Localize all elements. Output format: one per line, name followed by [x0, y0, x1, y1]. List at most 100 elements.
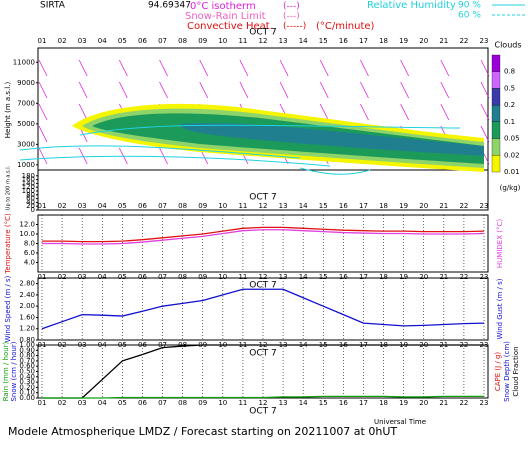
axis-label: Temperature (°C) [4, 213, 12, 275]
x-tick-label: 11 [238, 37, 247, 45]
x-tick-label: 02 [58, 399, 67, 407]
wind-arrow [319, 81, 329, 99]
series-line [42, 344, 484, 399]
y-tick-label: 2.40 [19, 291, 35, 299]
x-tick-label: 22 [459, 399, 468, 407]
frame [37, 47, 489, 211]
x-tick-label: 08 [178, 399, 187, 407]
wind-arrow [119, 59, 128, 77]
x-tick-label: 23 [480, 37, 489, 45]
colorbar-swatch [491, 88, 501, 106]
wind-arrow [239, 59, 249, 77]
y-tick-label: 5000 [17, 120, 35, 128]
y-tick-label: 0 [31, 206, 35, 214]
wind-arrow [360, 59, 369, 77]
colorbar-title: Clouds [494, 41, 521, 50]
colorbar-label: 0.8 [504, 68, 515, 76]
snow-label: Snow-Rain Limit [185, 11, 266, 22]
x-tick-label: 23 [480, 399, 489, 407]
wind-arrow [239, 81, 249, 99]
wind-arrow [38, 81, 48, 99]
x-tick-label: 17 [359, 37, 368, 45]
x-tick-label: 05 [118, 202, 127, 210]
x-tick-label: 11 [238, 202, 247, 210]
x-tick-label: 22 [459, 37, 468, 45]
y-tick-label: 2.80 [19, 280, 35, 288]
x-tick-label: 19 [399, 273, 408, 281]
x-tick-label: 12 [259, 399, 268, 407]
station: SIRTA [40, 1, 66, 11]
x-tick-label: 23 [480, 202, 489, 210]
y-tick-label: 0.60 [19, 362, 35, 370]
wind-arrow [319, 59, 329, 77]
rh90: 90 % [458, 1, 481, 11]
x-tick-label: 12 [259, 202, 268, 210]
series-line [42, 226, 485, 243]
wind-arrow [400, 59, 409, 77]
date-label: OCT 7 [249, 407, 276, 417]
axis-label: Up to 200 m a.s.l. [6, 165, 12, 210]
y-tick-label: 6.0 [24, 249, 35, 257]
colorbar-label: 0.05 [504, 135, 520, 143]
x-tick-label: 19 [399, 399, 408, 407]
wind-arrow [159, 81, 168, 99]
x-tick-label: 09 [198, 399, 207, 407]
wind-arrow [360, 103, 369, 121]
axis-label: Height (m a.s.l.) [4, 82, 12, 139]
y-tick-label: 1.00 [19, 341, 35, 349]
y-tick-label: 0.90 [19, 346, 35, 354]
x-tick-label: 01 [38, 202, 47, 210]
x-tick-label: 08 [178, 273, 187, 281]
y-tick-label: 0.00 [19, 394, 35, 402]
y-tick-label: 10.0 [19, 230, 35, 238]
wind-arrow [480, 103, 490, 121]
colorbar-label: 0.02 [504, 151, 520, 159]
rh60: 60 % [458, 11, 481, 21]
colorbar-unit: (g/kg) [500, 184, 521, 192]
axis-label: HUMIDEX (°C) [496, 219, 504, 268]
wind-arrow [78, 103, 88, 121]
x-tick-label: 07 [158, 202, 167, 210]
conv-sym: (-----) [283, 22, 306, 32]
colorbar-label: 0.2 [504, 101, 515, 109]
x-tick-label: 04 [98, 37, 107, 45]
colorbar-swatch [491, 155, 501, 173]
x-tick-label: 10 [218, 399, 227, 407]
y-tick-label: 11000 [13, 58, 35, 66]
x-tick-label: 14 [299, 37, 308, 45]
x-tick-label: 20 [419, 399, 428, 407]
x-tick-label: 02 [58, 37, 67, 45]
y-tick-label: 0.10 [19, 389, 35, 397]
wind-arrow [480, 81, 490, 99]
wind-arrow [480, 125, 490, 143]
colorbar-label: 0.5 [504, 84, 515, 92]
y-tick-label: 1000 [17, 161, 35, 169]
rh-label: Relative Humidity [367, 0, 456, 11]
y-tick-label: 0.30 [19, 378, 35, 386]
series-line [42, 229, 485, 245]
colorbar-label: 0.01 [504, 168, 520, 176]
x-tick-label: 06 [138, 202, 147, 210]
wind-arrow [440, 103, 450, 121]
x-tick-label: 18 [379, 399, 388, 407]
x-tick-label: 21 [439, 202, 448, 210]
x-tick-label: 18 [379, 273, 388, 281]
x-tick-label: 17 [359, 202, 368, 210]
x-tick-label: 07 [158, 273, 167, 281]
x-tick-label: 11 [238, 399, 247, 407]
x-tick-label: 16 [339, 273, 348, 281]
x-tick-label: 17 [359, 399, 368, 407]
x-tick-label: 06 [138, 399, 147, 407]
wind-arrow [480, 59, 490, 77]
x-tick-label: 13 [279, 273, 288, 281]
wind-arrow [279, 81, 289, 99]
x-tick-label: 13 [279, 399, 288, 407]
x-tick-label: 22 [459, 273, 468, 281]
date-label: OCT 7 [249, 193, 276, 203]
y-tick-label: 8.0 [24, 240, 35, 248]
series-line [41, 288, 485, 330]
x-tick-label: 08 [178, 202, 187, 210]
x-tick-label: 10 [218, 202, 227, 210]
colorbar-swatch [491, 104, 501, 123]
x-tick-label: 01 [38, 37, 47, 45]
